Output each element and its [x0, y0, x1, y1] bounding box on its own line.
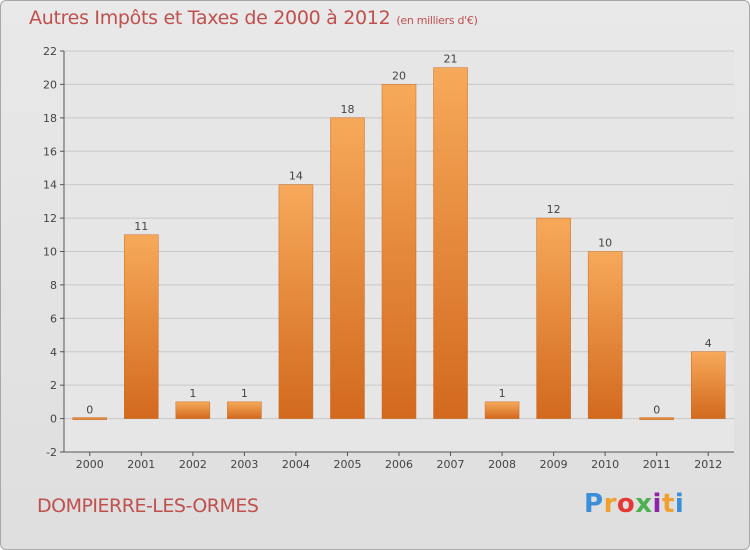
- bar: [227, 401, 262, 419]
- bar: [484, 401, 520, 419]
- x-tick-label: 2012: [694, 458, 722, 471]
- data-label: 1: [189, 387, 196, 400]
- brand-letter: t: [661, 489, 675, 519]
- unit-label: (en milliers d'€): [396, 14, 478, 27]
- y-tick-label: 18: [43, 112, 57, 125]
- commune-name: DOMPIERRE-LES-ORMES: [37, 495, 259, 517]
- brand-letter: P: [584, 489, 604, 519]
- y-tick-label: -2: [46, 446, 57, 459]
- data-label: 20: [392, 69, 406, 82]
- bar: [690, 351, 726, 419]
- bar: [381, 84, 417, 419]
- brand-letter: o: [616, 489, 636, 519]
- y-tick-label: 14: [43, 179, 57, 192]
- y-tick-label: 4: [50, 346, 57, 359]
- data-label: 1: [241, 387, 248, 400]
- x-tick-label: 2003: [230, 458, 258, 471]
- x-tick-label: 2007: [437, 458, 465, 471]
- data-label: 0: [86, 404, 93, 417]
- y-tick-label: 22: [43, 45, 57, 58]
- data-label: 21: [444, 53, 458, 66]
- bar: [124, 234, 159, 419]
- x-tick-label: 2002: [179, 458, 207, 471]
- y-tick-label: 6: [50, 312, 57, 325]
- y-tick-label: 10: [43, 246, 57, 259]
- x-tick-label: 2001: [127, 458, 155, 471]
- x-tick-label: 2000: [76, 458, 104, 471]
- data-label: 18: [340, 103, 354, 116]
- x-tick-label: 2010: [591, 458, 619, 471]
- bar: [175, 401, 211, 419]
- chart-title: Autres Impôts et Taxes de 2000 à 2012 (en…: [29, 7, 478, 29]
- brand-letter: r: [603, 489, 617, 519]
- y-tick-label: 2: [50, 379, 57, 392]
- brand-letter: x: [635, 489, 653, 519]
- data-label: 4: [705, 337, 712, 350]
- y-tick-label: 20: [43, 78, 57, 91]
- title-text: Autres Impôts et Taxes de 2000 à 2012: [29, 7, 391, 29]
- y-tick-label: 12: [43, 212, 57, 225]
- x-tick-label: 2004: [282, 458, 310, 471]
- x-tick-label: 2009: [540, 458, 568, 471]
- data-label: 10: [598, 237, 612, 250]
- bar: [278, 184, 314, 419]
- data-label: 11: [134, 220, 148, 233]
- bar: [330, 117, 365, 419]
- brand-logo: Proxiti: [584, 489, 684, 519]
- x-tick-label: 2008: [488, 458, 516, 471]
- x-tick-label: 2011: [643, 458, 671, 471]
- y-tick-label: 16: [43, 145, 57, 158]
- bar: [587, 251, 623, 419]
- y-tick-label: 8: [50, 279, 57, 292]
- brand-letter: i: [652, 489, 662, 519]
- bar: [433, 67, 468, 419]
- data-label: 12: [547, 203, 561, 216]
- bar: [72, 417, 108, 420]
- data-label: 14: [289, 170, 303, 183]
- y-tick-label: 0: [50, 413, 57, 426]
- x-tick-label: 2005: [333, 458, 361, 471]
- bar: [639, 417, 674, 420]
- x-tick-label: 2006: [385, 458, 413, 471]
- bar: [536, 217, 571, 419]
- data-label: 1: [499, 387, 506, 400]
- brand-letter: i: [674, 489, 685, 519]
- data-label: 0: [653, 404, 660, 417]
